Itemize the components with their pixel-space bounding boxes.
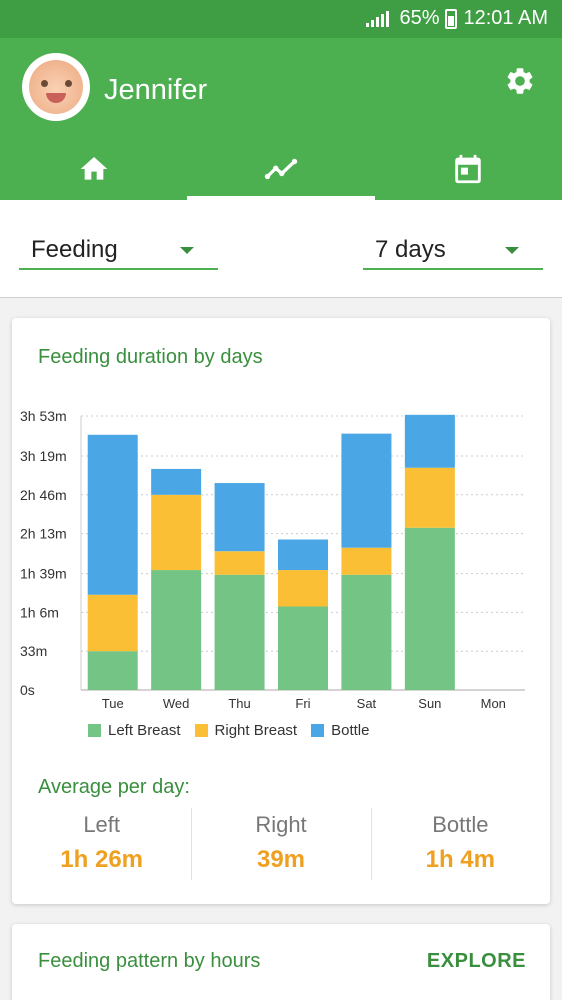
status-bar: 65% 12:01 AM — [0, 0, 562, 38]
tab-bar — [0, 138, 562, 200]
tab-stats[interactable] — [187, 138, 375, 200]
x-tick-label: Fri — [295, 696, 310, 711]
bar-segment — [151, 494, 202, 571]
bar-segment — [151, 468, 202, 495]
stat-label: Left — [83, 812, 121, 837]
filter-bar: Feeding 7 days — [0, 200, 562, 298]
bar-segment — [404, 527, 455, 690]
x-tick-label: Mon — [481, 696, 506, 711]
y-tick-label: 1h 6m — [20, 604, 59, 620]
y-tick-label: 3h 19m — [20, 448, 67, 464]
x-tick-label: Wed — [163, 696, 190, 711]
legend-swatch — [311, 724, 325, 737]
avatar[interactable] — [22, 53, 90, 121]
bar-segment — [341, 547, 392, 575]
pattern-card-title: Feeding pattern by hours — [38, 950, 261, 972]
y-tick-label: 1h 39m — [20, 566, 67, 582]
legend-label: Left Breast — [108, 722, 181, 739]
stat-value: 1h 26m — [60, 846, 144, 873]
explore-button[interactable]: EXPLORE — [426, 950, 526, 972]
legend-label: Right Breast — [214, 722, 298, 739]
bar-segment — [404, 467, 455, 528]
user-name: Jennifer — [104, 74, 208, 106]
legend-item: Right Breast — [194, 722, 298, 739]
app-bar: Jennifer — [0, 38, 562, 200]
bar-segment — [278, 570, 328, 607]
y-tick-label: 33m — [20, 643, 47, 659]
x-tick-label: Tue — [102, 696, 124, 711]
range-dropdown[interactable]: 7 days — [363, 232, 543, 270]
gear-icon[interactable] — [504, 65, 536, 97]
chart-legend: Left Breast Right Breast Bottle — [88, 722, 369, 739]
y-tick-label: 3h 53m — [20, 408, 67, 424]
stat-right: Right 39m — [191, 808, 370, 880]
bar-segment — [87, 434, 138, 595]
chevron-down-icon — [505, 246, 519, 254]
baby-face-icon — [29, 60, 83, 114]
bar-segment — [404, 414, 455, 468]
y-tick-label: 2h 13m — [20, 526, 67, 542]
average-title: Average per day: — [38, 776, 190, 798]
x-tick-label: Sat — [357, 696, 377, 711]
legend-label: Bottle — [331, 722, 370, 739]
duration-card: Feeding duration by days 0s 33m 1h 6m 1h 39… — [12, 318, 550, 904]
pattern-card: Feeding pattern by hours EXPLORE — [12, 924, 550, 1000]
clock: 12:01 AM — [463, 7, 548, 29]
bar-segment — [87, 651, 138, 690]
signal-icon — [366, 10, 390, 27]
legend-swatch — [194, 724, 208, 737]
bar-segment — [87, 594, 138, 652]
stat-value: 39m — [256, 846, 306, 873]
battery-icon — [445, 8, 458, 29]
home-icon — [80, 157, 107, 180]
trending-line-icon — [264, 158, 298, 180]
chevron-down-icon — [180, 246, 194, 254]
bar-segment — [151, 570, 202, 690]
x-tick-label: Thu — [228, 696, 250, 711]
bar-segment — [278, 606, 328, 690]
legend-swatch — [88, 724, 101, 737]
stat-label: Bottle — [432, 812, 489, 837]
stat-label: Right — [255, 812, 307, 837]
feeding-duration-chart: 0s 33m 1h 6m 1h 39m 2h 13m 2h 46m 3h 19m 3h 53m… — [20, 408, 525, 711]
type-dropdown[interactable]: Feeding — [19, 232, 218, 270]
stat-bottle: Bottle 1h 4m — [370, 808, 550, 880]
bar-segment — [214, 551, 265, 575]
type-dropdown-value: Feeding — [31, 236, 118, 263]
y-tick-label: 2h 46m — [20, 487, 67, 503]
range-dropdown-value: 7 days — [375, 236, 446, 263]
stat-value: 1h 4m — [425, 846, 495, 873]
tab-calendar[interactable] — [375, 138, 562, 200]
y-tick-label: 0s — [20, 682, 35, 698]
status-right: 65% 12:01 AM — [366, 7, 548, 30]
calendar-icon — [455, 154, 482, 184]
bar-segment — [341, 574, 392, 690]
legend-item: Bottle — [311, 722, 369, 739]
legend-item: Left Breast — [88, 722, 181, 739]
tab-home[interactable] — [0, 138, 187, 200]
bar-segment — [278, 539, 328, 571]
x-tick-label: Sun — [418, 696, 441, 711]
bar-segment — [214, 483, 265, 552]
bar-segment — [214, 574, 265, 690]
average-stats: Left 1h 26m Right 39m Bottle 1h 4m — [12, 808, 550, 880]
battery-percent: 65% — [399, 7, 440, 29]
stat-left: Left 1h 26m — [12, 808, 191, 880]
bar-segment — [341, 433, 392, 548]
duration-card-title: Feeding duration by days — [38, 346, 263, 368]
